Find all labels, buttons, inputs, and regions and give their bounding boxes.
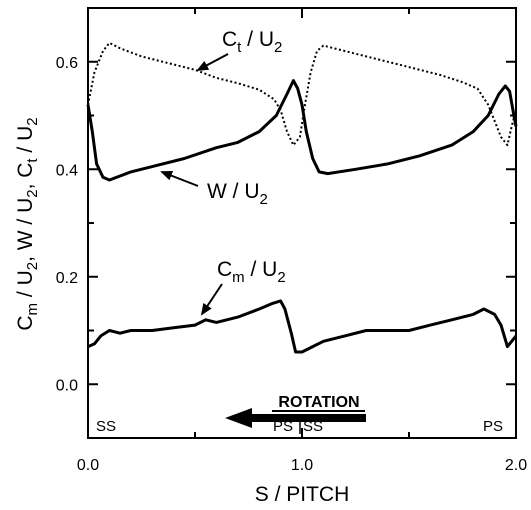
rotation-arrow-icon [225,408,366,428]
plot-frame [87,7,517,439]
svg-text:SS: SS [303,418,323,435]
y-axis-title: Cm / U2, W / U2, Ct / U2 [14,117,41,330]
x-tick-label: 1.0 [291,457,313,474]
y-tick-label: 0.6 [56,55,78,72]
y-title-cm: C [14,315,37,330]
x-tick-label: 0.0 [77,457,99,474]
svg-text:Ct / U2: Ct / U2 [222,28,282,56]
ticks-layer: 0.0 0.2 0.4 0.6 0.0 1.0 2.0 [56,7,527,474]
y-tick-label: 0.0 [56,377,78,394]
series-layer [86,41,518,354]
w-annotation: W / U2 [160,170,268,208]
label-ps-right: PS [483,418,503,435]
label-ps-ss-mid: PS SS [273,417,323,435]
series-line-2 [87,299,518,354]
y-tick-label: 0.2 [56,270,78,287]
label-ss-left: SS [96,418,116,435]
svg-text:W / U2: W / U2 [207,180,268,208]
svg-text:Cm / U2, W / U2, Ct / U2: Cm / U2, W / U2, Ct / U2 [14,117,41,330]
cm-annotation: Cm / U2 [200,258,286,316]
series-line-0 [87,41,517,147]
series-line-1 [86,79,518,182]
ct-annotation: Ct / U2 [196,28,282,71]
svg-text:PS: PS [273,418,293,435]
svg-text:ROTATION: ROTATION [278,394,359,411]
x-tick-label: 2.0 [505,457,527,474]
x-axis-title: S / PITCH [255,483,350,506]
svg-text:Cm / U2: Cm / U2 [217,258,286,286]
y-tick-label: 0.4 [56,162,78,179]
rotation-annotation: ROTATION [225,394,366,428]
